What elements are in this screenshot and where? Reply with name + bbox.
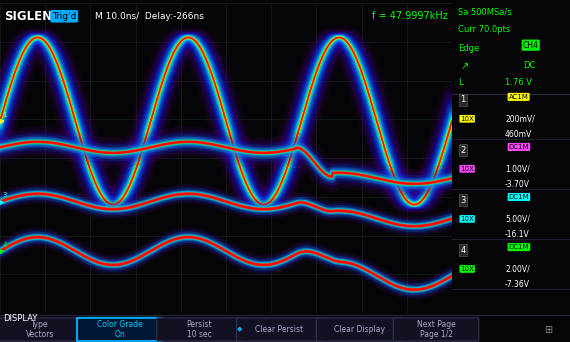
Text: M 10.0ns/  Delay:-266ns: M 10.0ns/ Delay:-266ns xyxy=(95,12,204,21)
Text: DC1M: DC1M xyxy=(508,194,529,200)
Text: L: L xyxy=(458,78,462,87)
Text: 3: 3 xyxy=(2,193,7,198)
Text: 2: 2 xyxy=(460,145,466,155)
Text: Sa 500MSa/s: Sa 500MSa/s xyxy=(458,8,511,17)
Text: -7.36V: -7.36V xyxy=(505,280,530,289)
Text: Curr 70.0pts: Curr 70.0pts xyxy=(458,25,510,34)
Text: 10X: 10X xyxy=(460,166,474,172)
Text: 1.76 V: 1.76 V xyxy=(505,78,532,87)
FancyBboxPatch shape xyxy=(316,318,402,341)
Text: 4: 4 xyxy=(460,246,466,255)
Text: Edge: Edge xyxy=(458,44,479,53)
Text: Clear Display: Clear Display xyxy=(333,325,385,334)
Text: 10X: 10X xyxy=(460,266,474,272)
Text: 2.00V/: 2.00V/ xyxy=(505,264,530,273)
Text: 1: 1 xyxy=(2,112,7,118)
Text: 4: 4 xyxy=(2,242,7,248)
Text: ⊞: ⊞ xyxy=(544,325,552,336)
Text: f = 47.9997kHz: f = 47.9997kHz xyxy=(372,11,447,21)
Text: Persist
10 sec: Persist 10 sec xyxy=(187,319,212,339)
Text: 1: 1 xyxy=(460,95,466,104)
Text: 10X: 10X xyxy=(460,116,474,122)
Text: Color Grade
On: Color Grade On xyxy=(97,319,142,339)
FancyBboxPatch shape xyxy=(77,318,162,341)
FancyBboxPatch shape xyxy=(0,318,83,341)
Text: DISPLAY: DISPLAY xyxy=(3,314,37,324)
Text: SIGLENT: SIGLENT xyxy=(5,10,61,23)
Text: Trig'd: Trig'd xyxy=(52,12,76,21)
Text: AC1M: AC1M xyxy=(508,94,528,100)
Text: CH4: CH4 xyxy=(523,41,539,50)
FancyBboxPatch shape xyxy=(157,318,242,341)
Text: 200mV/: 200mV/ xyxy=(505,114,535,123)
Text: -3.70V: -3.70V xyxy=(505,180,530,189)
FancyBboxPatch shape xyxy=(393,318,479,341)
Text: 5.00V/: 5.00V/ xyxy=(505,214,530,223)
FancyBboxPatch shape xyxy=(237,318,322,341)
Text: Type
Vectors: Type Vectors xyxy=(26,319,54,339)
Text: 460mV: 460mV xyxy=(505,130,532,139)
Text: 3: 3 xyxy=(460,196,466,205)
Text: -16.1V: -16.1V xyxy=(505,230,530,239)
Text: Next Page
Page 1/2: Next Page Page 1/2 xyxy=(417,319,455,339)
Text: DC1M: DC1M xyxy=(508,144,529,150)
Text: 1.00V/: 1.00V/ xyxy=(505,164,530,173)
Text: ↗: ↗ xyxy=(460,61,469,71)
Text: DC1M: DC1M xyxy=(508,244,529,250)
Text: ◆: ◆ xyxy=(237,326,242,332)
Text: DC: DC xyxy=(523,61,535,70)
Text: Clear Persist: Clear Persist xyxy=(255,325,303,334)
Text: 10X: 10X xyxy=(460,216,474,222)
